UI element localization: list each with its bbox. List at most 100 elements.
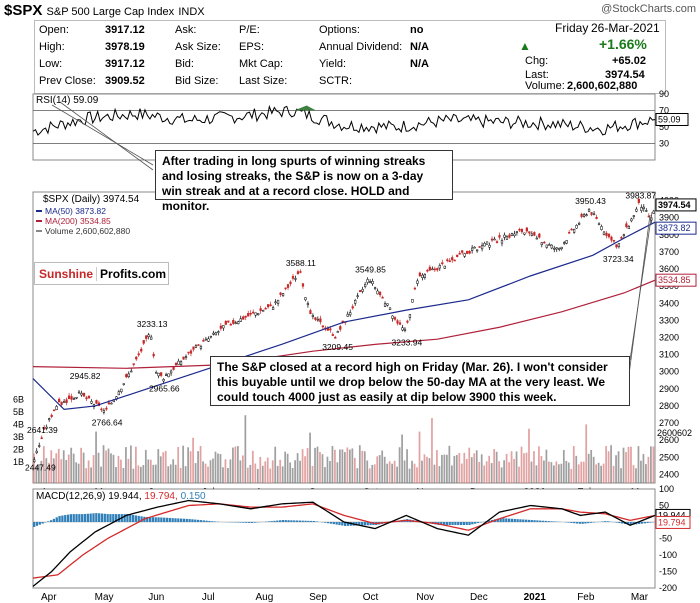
legend-entry: MA(50) 3873.82 — [45, 206, 106, 216]
candle-body — [271, 307, 275, 310]
price-label: 2945.82 — [70, 371, 101, 381]
macd-hist-bar — [146, 517, 149, 522]
volume-bar — [301, 449, 304, 483]
candle-body — [85, 397, 88, 400]
candle-body — [314, 317, 317, 320]
candle-body — [309, 310, 312, 315]
volume-bar — [192, 437, 194, 483]
volume-bar — [326, 456, 329, 483]
macd-hist-bar — [41, 522, 44, 524]
candle-body — [184, 356, 188, 358]
candle-body — [329, 328, 332, 331]
macd-hist-bar — [174, 518, 177, 522]
macd-hist-bar — [211, 521, 214, 522]
volume-bar — [212, 458, 214, 483]
candle-body — [349, 312, 352, 316]
volume-bar — [102, 445, 105, 483]
macd-hist-bar — [369, 522, 372, 526]
volume-bar — [234, 446, 237, 483]
volume-bar — [383, 456, 386, 483]
candle-body — [100, 408, 103, 411]
volume-bar — [483, 465, 486, 483]
volume-bar — [324, 467, 326, 483]
volume-bar — [341, 449, 344, 483]
macd-hist-bar — [524, 519, 528, 522]
candle-body — [252, 311, 255, 314]
volume-bar — [296, 453, 299, 483]
macd-hist-bar — [78, 514, 81, 522]
volume-tick-6B: 6B — [13, 395, 24, 405]
candle-body — [137, 353, 140, 356]
candle-body — [423, 274, 426, 278]
volume-bar — [495, 451, 498, 483]
bid-label: Bid: — [175, 58, 194, 70]
macd-hist-bar — [499, 518, 502, 522]
volume-bar — [334, 449, 336, 483]
macd-panel: 100500-50-100-150-200AprMayJunJulAugSepO… — [32, 484, 691, 603]
macd-title: MACD(12,26,9) 19.944, 19.794, 0.150 — [36, 491, 206, 502]
macd-hist-bar — [205, 520, 208, 522]
candle-body — [640, 207, 643, 211]
candle-body — [585, 214, 588, 216]
volume-bar — [147, 459, 150, 483]
macd-hist-bar — [208, 520, 211, 522]
candle-body — [212, 332, 215, 335]
macd-hist-bar — [239, 522, 242, 523]
volume-bar — [306, 448, 309, 483]
volume-bar — [555, 461, 558, 483]
candle-body — [448, 260, 451, 262]
candle-body — [563, 242, 566, 244]
price-tick-3200: 3200 — [659, 333, 679, 343]
candle-body — [117, 391, 120, 396]
volume-bar — [107, 448, 110, 483]
volume-bar — [42, 446, 45, 483]
volume-bar — [331, 446, 334, 483]
volume-bar — [411, 460, 413, 483]
macd-hist-bar — [112, 514, 115, 522]
volume-bar — [645, 464, 647, 483]
volume-bar — [70, 447, 73, 483]
candle-body — [194, 345, 198, 348]
price-label: 3233.94 — [392, 338, 423, 348]
volume-bar — [538, 446, 540, 483]
candle-body — [528, 231, 531, 234]
last-value: 3974.54 — [605, 69, 645, 81]
candle-body — [207, 338, 210, 342]
candle-body — [490, 238, 494, 241]
volume-bar — [480, 454, 483, 483]
rsi-tick-50: 50 — [659, 122, 669, 132]
candle-body — [366, 279, 369, 283]
volume-bar — [157, 449, 160, 483]
prev-close-label: Prev Close: — [39, 75, 96, 87]
price-tick-3300: 3300 — [659, 315, 679, 325]
logo-part1: Sunshine — [39, 266, 94, 281]
volume-bar — [373, 464, 376, 483]
macd-hist-bar — [117, 514, 121, 522]
candle-body — [582, 214, 586, 217]
macd-hist-bar — [185, 518, 188, 522]
candle-body — [346, 313, 349, 317]
volume-bar — [438, 466, 441, 483]
macd-hist-bar — [301, 520, 304, 522]
candle-body — [167, 373, 170, 378]
volume-bar — [468, 447, 471, 483]
volume-bar — [508, 462, 510, 483]
price-label: 3950.43 — [575, 196, 606, 206]
candle-body — [284, 287, 287, 290]
macd-hist-bar — [338, 522, 341, 526]
watermark: @StockCharts.com — [601, 3, 696, 15]
macd-hist-bar — [457, 522, 460, 525]
candle-body — [383, 303, 387, 307]
macd-hist-bar — [58, 515, 61, 522]
volume-bar — [52, 458, 55, 483]
candle-body — [391, 315, 394, 319]
volume-bar — [401, 434, 403, 483]
candle-body — [570, 228, 573, 231]
volume-bar — [436, 450, 438, 483]
candle-body — [401, 327, 404, 331]
candle-body — [264, 308, 267, 310]
volume-bar — [652, 446, 655, 483]
macd-hist-bar — [250, 522, 253, 523]
rsi-callout: After trading in long spurts of winning … — [155, 150, 453, 213]
volume-bar — [416, 467, 418, 483]
